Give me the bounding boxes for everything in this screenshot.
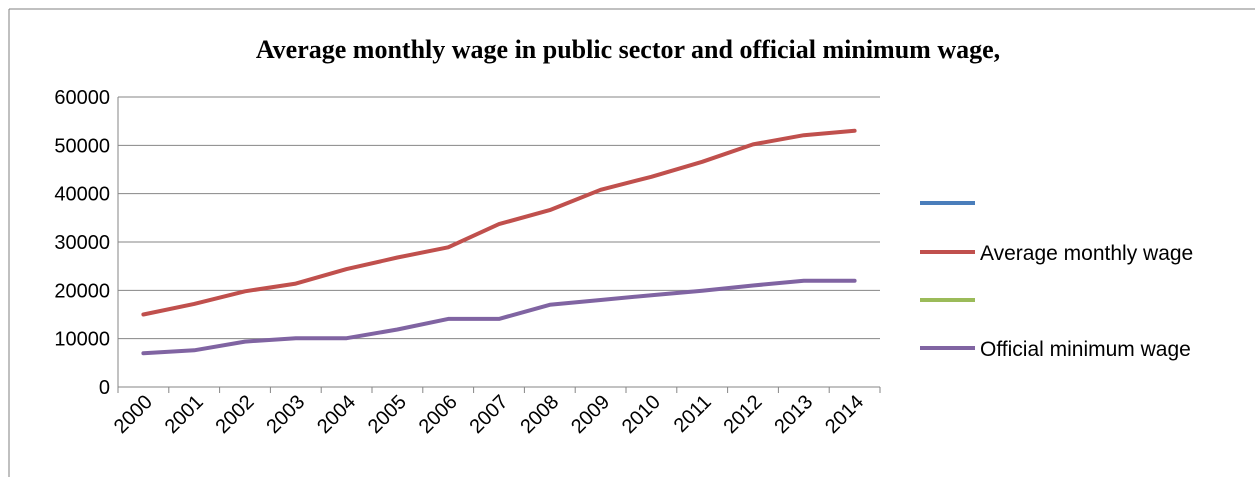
- gridlines: [118, 96, 880, 340]
- x-tick-labels: 2000 2001 2002 2003 2004 2005 2006 2007 2008 2009…: [110, 391, 868, 438]
- x-tick-label: 2003: [262, 391, 309, 438]
- axes: [117, 97, 881, 393]
- x-tick-label: 2013: [770, 391, 817, 438]
- legend: Average monthly wage Official minimum wag…: [920, 201, 1193, 361]
- series-line-1: [141, 128, 857, 317]
- y-tick-label: 20000: [54, 280, 110, 302]
- y-tick-label: 30000: [54, 232, 110, 254]
- y-tick-label: 10000: [54, 329, 110, 351]
- legend-label-3: Official minimum wage: [980, 338, 1191, 361]
- series-line-3: [141, 278, 857, 356]
- x-tick-label: 2005: [364, 391, 411, 438]
- y-tick-label: 50000: [54, 135, 110, 157]
- y-tick-label: 0: [99, 377, 110, 399]
- x-tick-label: 2004: [313, 391, 360, 438]
- x-tick-label: 2002: [212, 391, 259, 438]
- x-tick-label: 2011: [670, 391, 716, 437]
- chart-title: Average monthly wage in public sector an…: [256, 35, 1000, 64]
- x-tick-label: 2008: [516, 391, 563, 438]
- x-tick-label: 2010: [618, 391, 665, 438]
- x-tick-label: 2001: [161, 391, 208, 438]
- y-tick-label: 40000: [54, 184, 110, 206]
- series-lines: [141, 128, 857, 356]
- x-tick-label: 2000: [110, 391, 157, 438]
- y-tick-labels: 0 10000 20000 30000 40000 50000 60000: [54, 87, 110, 399]
- x-tick-label: 2006: [415, 391, 462, 438]
- x-tick-label: 2012: [720, 391, 767, 438]
- legend-label-1: Average monthly wage: [980, 242, 1193, 265]
- x-tick-label: 2007: [466, 391, 513, 438]
- x-tick-label: 2014: [821, 391, 868, 438]
- y-tick-label: 60000: [54, 87, 110, 109]
- x-tick-label: 2009: [567, 391, 614, 438]
